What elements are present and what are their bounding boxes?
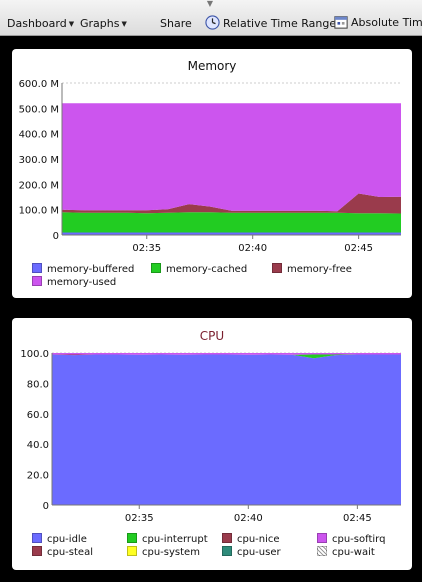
legend-swatch [272,263,282,273]
x-tick-label: 02:45 [344,243,373,254]
legend-swatch [32,546,42,556]
series-area-cpu-softirq [52,353,401,355]
y-tick-label: 200.0 M [19,180,59,191]
x-tick-label: 02:40 [238,243,267,254]
legend-label: memory-buffered [47,264,135,275]
chevron-down-icon: ▼ [68,20,75,28]
legend-cpu-nice[interactable]: cpu-nice [222,533,280,545]
legend-memory-used[interactable]: memory-used [32,276,116,288]
cpu-panel-title: CPU [199,329,225,343]
legend-cpu-system[interactable]: cpu-system [127,546,200,558]
legend-label: memory-free [287,264,352,275]
legend-swatch [32,276,42,286]
legend-label: cpu-softirq [332,534,386,545]
top-toolbar: ▼ Dashboard ▼ Graphs ▼ Share Relative Time… [0,0,422,36]
y-tick-label: 500.0 M [19,104,59,115]
memory-graph-panel: Memory 0 100.0 M 200.0 M 300.0 M 400.0 M 500.… [12,49,412,298]
y-tick-label: 100.0 [20,349,49,360]
y-tick-label: 60.0 [27,410,49,421]
cpu-chart[interactable]: 0 20.0 40.0 60.0 80.0 100.0 02:35 02:40 02:45 [12,342,412,548]
calendar-icon [334,16,348,29]
y-tick-label: 40.0 [27,440,49,451]
legend-swatch [317,546,327,556]
chevron-down-icon: ▼ [121,20,127,28]
legend-cpu-interrupt[interactable]: cpu-interrupt [127,533,208,545]
memory-panel-title: Memory [187,59,237,73]
legend-cpu-idle[interactable]: cpu-idle [32,533,87,545]
legend-cpu-steal[interactable]: cpu-steal [32,546,93,558]
x-tick-label: 02:40 [234,513,263,524]
share-button[interactable]: Share [160,17,192,30]
legend-label: cpu-nice [237,534,280,545]
y-tick-label: 400.0 M [19,130,59,141]
legend-label: memory-cached [166,264,248,275]
legend-label: cpu-interrupt [142,534,208,545]
absolute-time-label: Absolute Time [351,16,422,29]
clock-icon [205,15,220,30]
legend-label: cpu-user [237,547,281,558]
series-area-memory-free [62,193,401,214]
toolbar-grip-icon[interactable]: ▼ [206,0,214,8]
legend-label: memory-used [47,277,117,288]
legend-cpu-user[interactable]: cpu-user [222,546,281,558]
absolute-time-button[interactable]: Absolute Time [334,15,422,29]
legend-cpu-wait[interactable]: cpu-wait [317,546,375,558]
dashboard-menu-label: Dashboard [7,17,67,30]
legend-memory-cached[interactable]: memory-cached [151,263,247,275]
relative-time-range-label: Relative Time Range [223,17,337,30]
x-tick-label: 02:45 [343,513,372,524]
legend-swatch [127,546,137,556]
y-tick-label: 600.0 M [19,79,59,90]
legend-label: cpu-wait [332,547,375,558]
legend-cpu-softirq[interactable]: cpu-softirq [317,533,385,545]
legend-swatch [222,546,232,556]
y-tick-label: 80.0 [27,379,49,390]
legend-memory-buffered[interactable]: memory-buffered [32,263,134,275]
series-area-memory-cached [62,212,401,233]
legend-swatch [32,263,42,273]
memory-chart[interactable]: 0 100.0 M 200.0 M 300.0 M 400.0 M 500.0 M 600.… [12,75,412,280]
dashboard-menu[interactable]: Dashboard ▼ [7,17,74,30]
legend-label: cpu-idle [47,534,87,545]
x-tick-label: 02:35 [132,243,161,254]
legend-swatch [317,533,327,543]
x-tick-label: 02:35 [125,513,154,524]
series-area-cpu-idle [52,354,401,505]
graphs-menu-label: Graphs [80,17,120,30]
legend-swatch [32,533,42,543]
y-tick-label: 0 [43,501,49,512]
legend-swatch [151,263,161,273]
series-area-memory-buffered [62,232,401,235]
series-area-cpu-interrupt [52,354,401,359]
y-tick-label: 0 [53,231,59,242]
share-button-label: Share [160,17,192,30]
y-tick-label: 100.0 M [19,206,59,217]
cpu-graph-panel: CPU 0 20.0 40.0 60.0 80.0 100.0 02:35 02:40 02:4… [12,318,412,570]
y-tick-label: 300.0 M [19,155,59,166]
graphs-menu[interactable]: Graphs ▼ [80,17,127,30]
series-area-cpu-nice [52,354,401,356]
legend-memory-free[interactable]: memory-free [272,263,352,275]
legend-swatch [127,533,137,543]
relative-time-range-button[interactable]: Relative Time Range [205,15,336,30]
series-area-memory-used [62,103,401,212]
legend-label: cpu-steal [47,547,93,558]
legend-swatch [222,533,232,543]
legend-label: cpu-system [142,547,200,558]
y-tick-label: 20.0 [27,471,49,482]
